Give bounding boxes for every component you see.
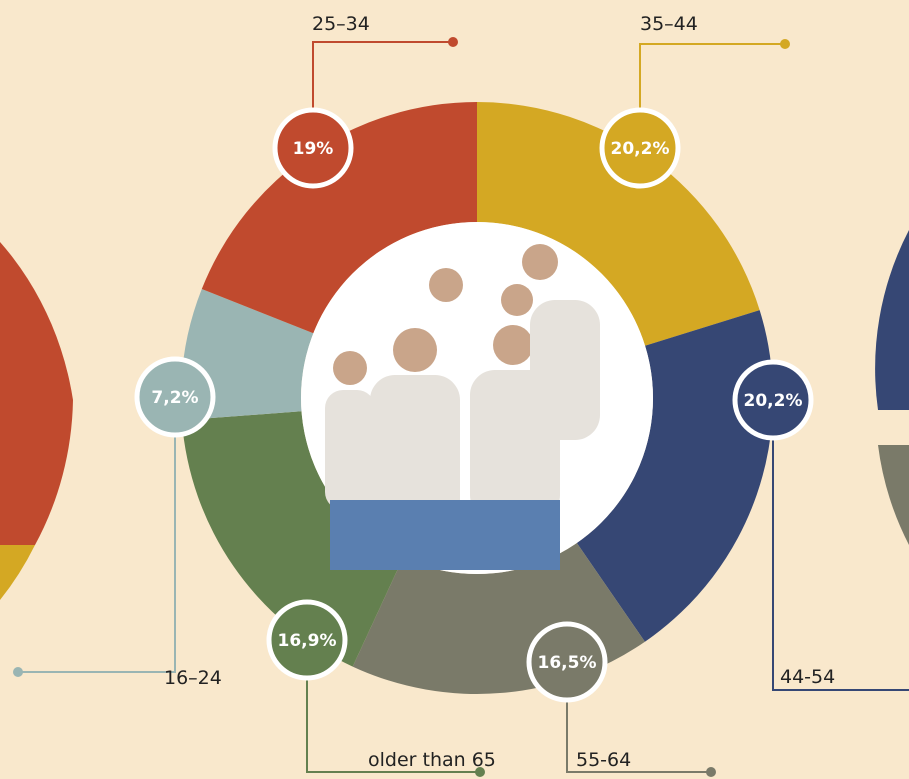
category-label: 44-54: [780, 666, 835, 688]
value-badge: [526, 621, 608, 703]
value-badge: [266, 599, 348, 681]
value-badge: [134, 356, 216, 438]
photo: [301, 222, 653, 574]
leader-dot: [448, 37, 458, 47]
category-label: older than 65: [368, 749, 496, 771]
category-label: 35–44: [640, 13, 698, 35]
labels: 35–44 20,2% 44-54 20,2% 55-64 16,5% older than…: [13, 13, 909, 777]
category-label: 16–24: [164, 667, 222, 689]
value-label: 7,2%: [151, 388, 198, 408]
neighbour-donut: [878, 445, 909, 545]
leader-line: [306, 680, 480, 773]
value-badge: [272, 107, 354, 189]
value-label: 16,9%: [278, 631, 337, 651]
value-badge: [732, 359, 814, 441]
leader-line: [566, 702, 711, 773]
neighbour-donut: [875, 230, 909, 410]
leader-line: [772, 440, 909, 691]
slice: [576, 310, 773, 642]
slice: [477, 102, 760, 346]
leader-dot: [780, 39, 790, 49]
value-label: 20,2%: [611, 139, 670, 159]
donut: [181, 102, 773, 694]
slice: [201, 102, 477, 334]
leader-line: [312, 41, 453, 108]
value-badge: [599, 107, 681, 189]
slice: [181, 411, 404, 667]
neighbour-donut: [0, 242, 73, 545]
value-label: 19%: [293, 139, 334, 159]
leader-dot: [706, 767, 716, 777]
photo-figures: [325, 244, 600, 570]
value-label: 20,2%: [744, 391, 803, 411]
leader-line: [18, 437, 176, 673]
leader-dot: [475, 767, 485, 777]
value-label: 16,5%: [538, 653, 597, 673]
neighbour-donut: [0, 545, 35, 600]
category-label: 25–34: [312, 13, 370, 35]
category-label: 55-64: [576, 749, 631, 771]
leader-line: [639, 43, 785, 108]
leader-dot: [13, 667, 23, 677]
